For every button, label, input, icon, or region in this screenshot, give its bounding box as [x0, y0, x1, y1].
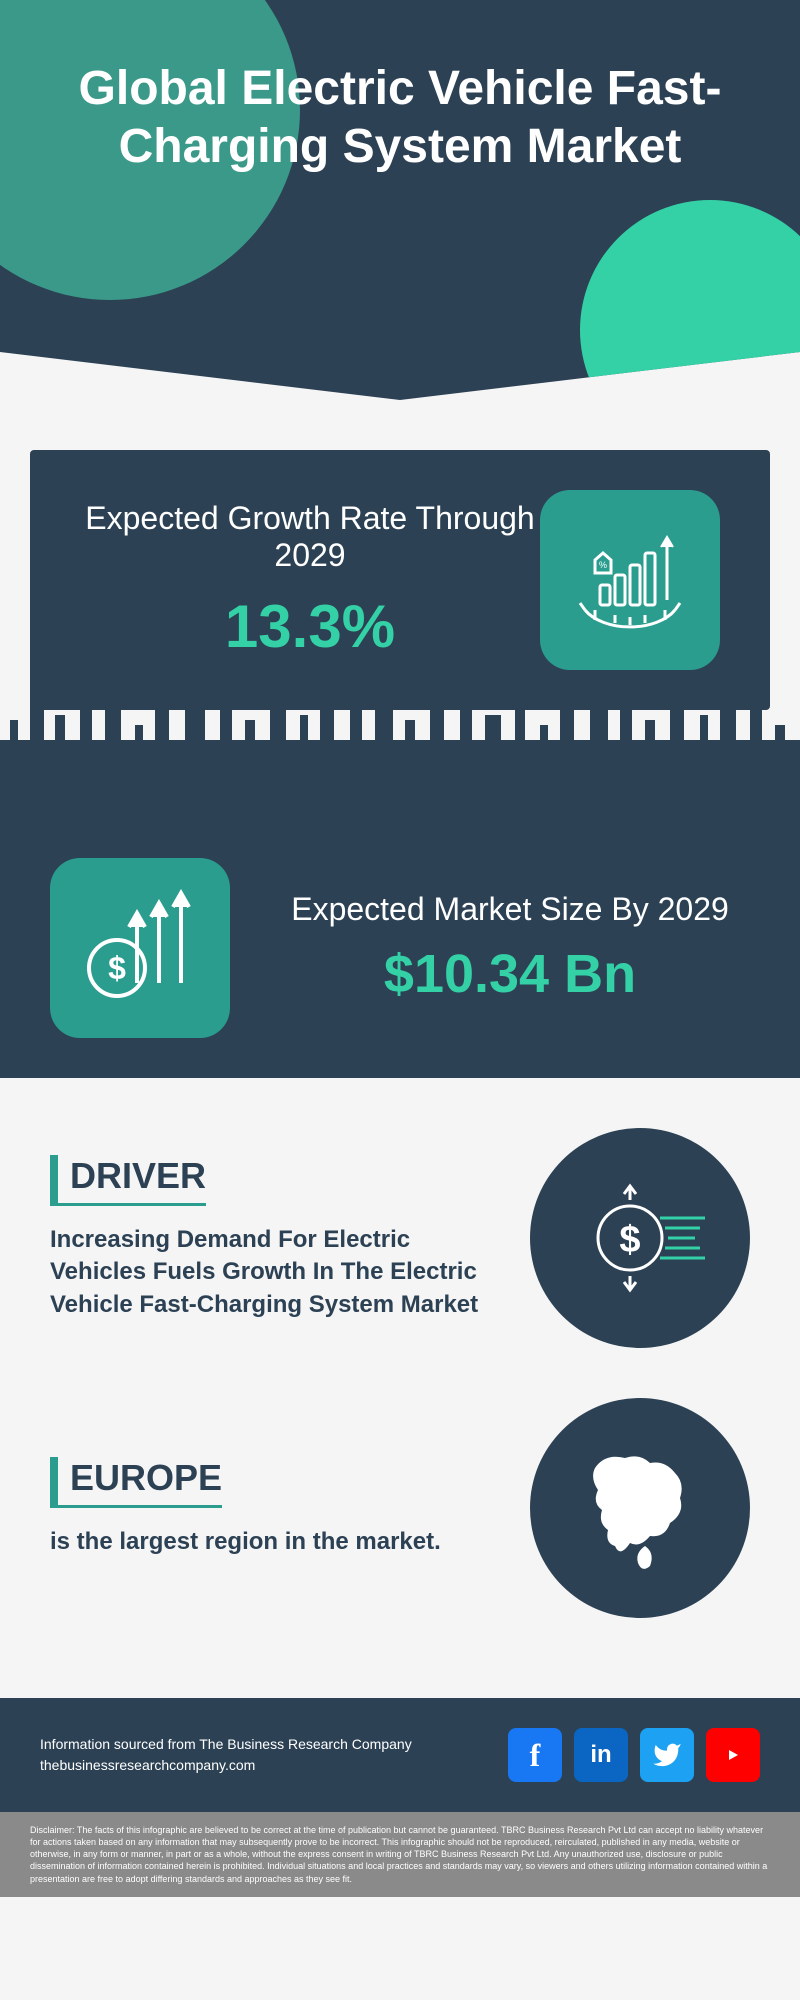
dollar-growth-icon: $ — [50, 858, 230, 1038]
globe-map-icon — [530, 1398, 750, 1618]
main-title: Global Electric Vehicle Fast-Charging Sy… — [0, 0, 800, 175]
market-size-text: Expected Market Size By 2029 $10.34 Bn — [270, 891, 750, 1005]
driver-block: DRIVER Increasing Demand For Electric Ve… — [50, 1128, 750, 1348]
market-size-value: $10.34 Bn — [270, 943, 750, 1005]
region-block: EUROPE is the largest region in the mark… — [50, 1398, 750, 1618]
driver-heading: DRIVER — [50, 1155, 206, 1206]
twitter-icon[interactable] — [640, 1728, 694, 1782]
city-skyline-graphic — [0, 740, 800, 860]
svg-text:$: $ — [108, 950, 126, 986]
region-text: EUROPE is the largest region in the mark… — [50, 1457, 490, 1558]
social-links: f in — [508, 1728, 760, 1782]
region-heading: EUROPE — [50, 1457, 222, 1508]
linkedin-icon[interactable]: in — [574, 1728, 628, 1782]
infographic-container: Global Electric Vehicle Fast-Charging Sy… — [0, 0, 800, 1897]
growth-chart-icon: % — [540, 490, 720, 670]
market-size-card: $ Expected Market Size By 2029 $10.34 Bn — [0, 858, 800, 1078]
footer-attribution: Information sourced from The Business Re… — [40, 1734, 412, 1776]
growth-rate-card: Expected Growth Rate Through 2029 13.3% — [30, 450, 770, 710]
market-size-label: Expected Market Size By 2029 — [270, 891, 750, 928]
svg-text:$: $ — [619, 1219, 640, 1261]
footer-line1: Information sourced from The Business Re… — [40, 1734, 412, 1755]
driver-body: Increasing Demand For Electric Vehicles … — [50, 1224, 490, 1321]
growth-rate-label: Expected Growth Rate Through 2029 — [80, 500, 540, 574]
region-body: is the largest region in the market. — [50, 1526, 490, 1558]
money-cycle-icon: $ — [530, 1128, 750, 1348]
facebook-icon[interactable]: f — [508, 1728, 562, 1782]
footer-line2: thebusinessresearchcompany.com — [40, 1755, 412, 1776]
growth-rate-value: 13.3% — [80, 592, 540, 661]
driver-text: DRIVER Increasing Demand For Electric Ve… — [50, 1155, 490, 1321]
svg-text:%: % — [599, 560, 607, 570]
footer-bar: Information sourced from The Business Re… — [0, 1698, 800, 1812]
youtube-icon[interactable] — [706, 1728, 760, 1782]
disclaimer-text: Disclaimer: The facts of this infographi… — [0, 1812, 800, 1897]
growth-rate-text: Expected Growth Rate Through 2029 13.3% — [80, 500, 540, 661]
header-section: Global Electric Vehicle Fast-Charging Sy… — [0, 0, 800, 400]
